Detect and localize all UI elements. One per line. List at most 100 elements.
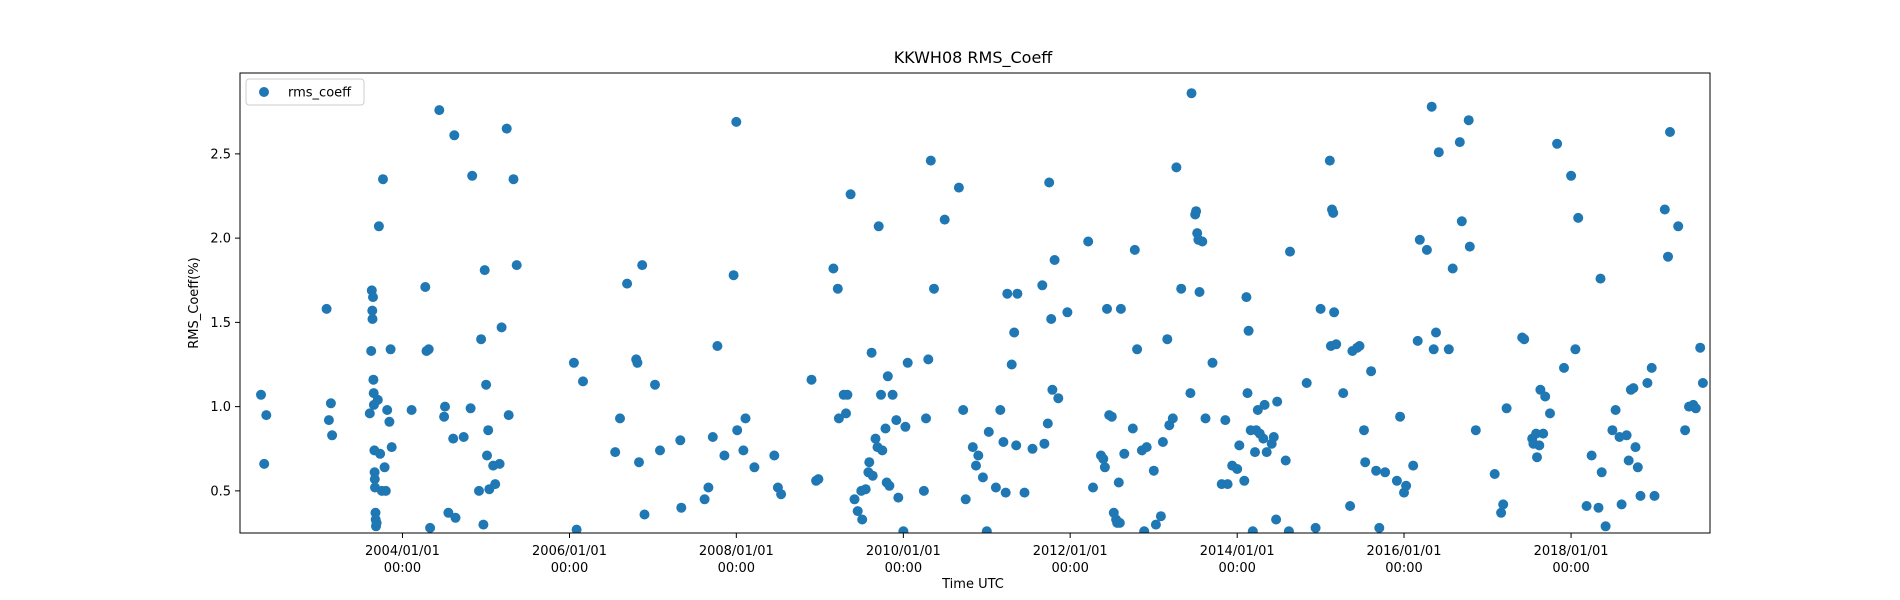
data-point [1220,415,1231,426]
data-point [1538,428,1549,439]
data-point [615,413,625,424]
data-point [813,474,824,485]
data-point [440,401,450,412]
data-point [873,221,884,232]
data-point [841,408,851,419]
data-point [1150,519,1161,530]
data-point [1167,413,1178,424]
data-point [1194,287,1205,297]
data-point [712,341,723,351]
data-point [1243,325,1254,336]
data-point [1019,487,1030,498]
data-point [1470,425,1481,436]
data-point [1456,216,1467,227]
data-point [1207,357,1218,368]
x-tick-label: 2014/01/01 [1200,544,1275,559]
y-tick-label: 0.5 [210,484,231,499]
data-point [719,450,730,461]
data-point [1532,452,1542,463]
data-point [1139,526,1150,533]
data-point [373,221,384,232]
x-tick-label: 2016/01/01 [1367,544,1442,559]
data-point [1042,418,1053,429]
data-point [1234,440,1245,451]
legend-marker [259,87,269,97]
data-point [887,389,898,400]
data-point [382,405,393,415]
data-point [1252,405,1263,415]
data-point [769,450,780,461]
data-point [1338,388,1349,399]
data-point [1649,490,1660,501]
data-point [1329,307,1340,318]
data-point [1002,288,1013,299]
data-point [1566,170,1577,181]
x-axis-ticks: 2004/01/01 00:00 2006/01/01 00:00 2008/01/01… [365,533,1609,576]
data-point [1610,405,1621,415]
data-point [1157,437,1168,447]
data-point [259,458,270,469]
data-point [375,448,386,459]
data-point [474,485,484,496]
data-point [1114,517,1125,528]
data-point [960,494,971,505]
data-point [423,344,434,355]
data-point [1186,88,1197,99]
data-point [1371,465,1382,476]
data-point [1176,283,1187,294]
data-point [1148,465,1159,476]
data-point [1498,499,1509,510]
data-point [1360,457,1371,468]
data-point [1695,342,1706,353]
data-point [1616,499,1627,510]
data-point [482,450,492,461]
data-point [1659,204,1670,215]
data-point [749,462,760,473]
data-point [884,480,895,491]
data-point [1239,475,1250,486]
data-point [1408,460,1419,471]
x-tick-label: 2012/01/01 [1033,544,1108,559]
data-point [1496,507,1507,518]
data-point [1285,246,1295,257]
data-point [1099,462,1110,473]
data-point [371,517,382,528]
data-point [650,379,660,390]
data-point [1552,138,1563,149]
data-point [372,394,383,405]
data-point [1046,314,1057,324]
data-point [925,155,936,166]
data-point [1545,408,1555,419]
data-point [568,357,579,368]
data-point [378,174,388,185]
data-point [634,457,644,468]
x-tick-time: 00:00 [718,561,755,576]
y-tick-label: 1.5 [210,316,231,331]
data-point [1623,455,1634,466]
data-point [1447,263,1458,274]
x-tick-label: 2010/01/01 [866,544,941,559]
data-point [958,405,969,415]
data-point [1113,477,1124,488]
data-point [902,357,913,368]
data-point [1345,501,1356,511]
data-point [1395,411,1406,422]
data-point [995,405,1006,415]
chart-title: KKWH08 RMS_Coeff [894,48,1054,68]
data-point [1088,482,1098,493]
data-point [610,447,621,458]
data-point [1621,430,1632,441]
data-point [1272,396,1283,407]
data-point [880,423,891,434]
data-point [1062,307,1073,318]
data-point [967,442,978,453]
data-point [1630,442,1641,453]
legend-box [245,78,365,106]
data-point [728,270,739,281]
data-point [1428,344,1439,355]
data-point [923,354,934,365]
data-point [481,379,492,390]
data-point [368,292,378,303]
data-point [1098,453,1109,464]
data-point [420,282,431,292]
